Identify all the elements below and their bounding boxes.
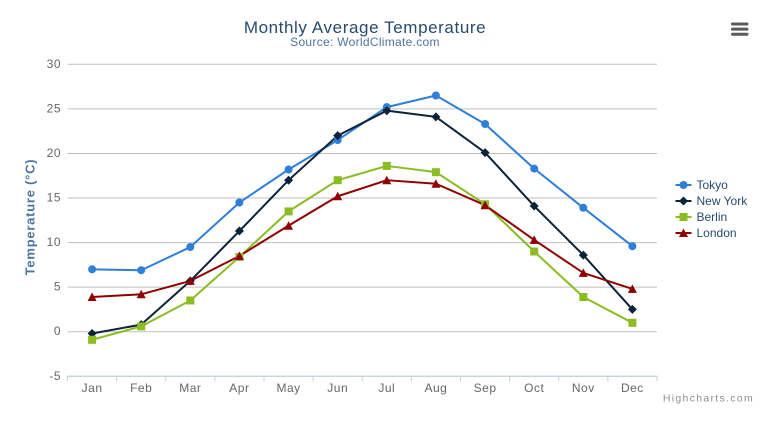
svg-text:15: 15 (47, 191, 61, 205)
svg-text:10: 10 (47, 235, 61, 249)
svg-text:Feb: Feb (130, 381, 152, 395)
svg-text:Source: WorldClimate.com: Source: WorldClimate.com (290, 35, 440, 49)
svg-text:0: 0 (54, 324, 61, 338)
svg-text:Highcharts.com: Highcharts.com (663, 393, 754, 405)
svg-text:Sep: Sep (474, 381, 497, 395)
svg-text:Aug: Aug (424, 381, 447, 395)
svg-text:May: May (277, 381, 301, 395)
svg-text:New York: New York (697, 194, 749, 208)
svg-text:Berlin: Berlin (697, 210, 728, 224)
svg-text:Jan: Jan (82, 381, 103, 395)
svg-text:Monthly Average Temperature: Monthly Average Temperature (244, 18, 486, 37)
svg-text:Tokyo: Tokyo (697, 178, 729, 192)
svg-text:30: 30 (47, 57, 61, 71)
svg-text:Nov: Nov (572, 381, 595, 395)
svg-text:Jul: Jul (378, 381, 395, 395)
svg-text:Mar: Mar (179, 381, 201, 395)
svg-text:Jun: Jun (327, 381, 348, 395)
svg-text:Oct: Oct (524, 381, 544, 395)
svg-text:Dec: Dec (621, 381, 644, 395)
svg-text:Temperature (°C): Temperature (°C) (22, 159, 37, 276)
svg-text:20: 20 (47, 146, 61, 160)
svg-text:5: 5 (54, 280, 61, 294)
svg-text:25: 25 (47, 101, 61, 115)
svg-text:London: London (697, 226, 737, 240)
svg-text:-5: -5 (49, 369, 61, 383)
svg-text:Apr: Apr (229, 381, 249, 395)
